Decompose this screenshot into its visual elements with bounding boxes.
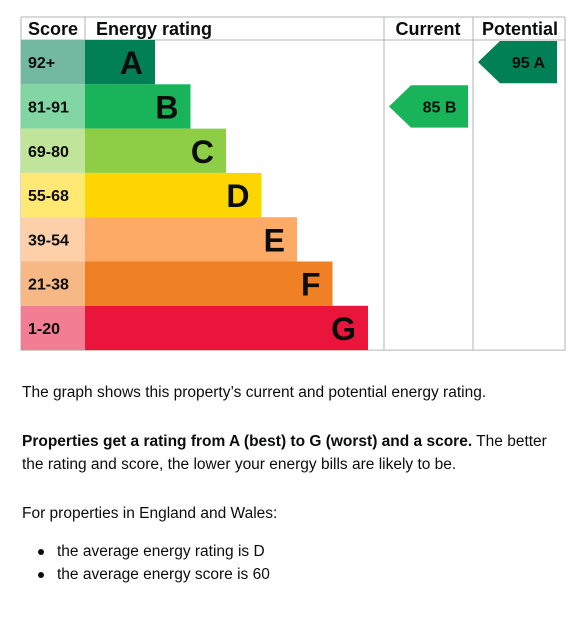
score-cell-d (21, 172, 85, 218)
potential-marker (478, 41, 557, 84)
rating-letter-c: C (191, 134, 214, 170)
rating-bar-b (85, 84, 191, 129)
rating-bands: 92+ A 81-91 B 69-80 C 55-68 D 39-54 E 21-38 F 1-20 G (21, 40, 368, 351)
score-range-d: 55-68 (28, 188, 69, 205)
score-range-a: 92+ (28, 55, 55, 72)
score-header: Score (28, 19, 78, 39)
rating-bar-c (85, 128, 226, 173)
rating-bar-f (85, 261, 333, 306)
energy-rating-chart: Score Energy rating Current Potential 92… (20, 16, 566, 351)
rating-letter-g: G (331, 311, 356, 347)
average-rating-item: the average energy rating is D (22, 540, 270, 563)
current-marker-label: 85 B (423, 99, 457, 116)
current-header: Current (395, 19, 460, 39)
potential-marker-label: 95 A (512, 55, 546, 72)
rating-bar-d (85, 172, 262, 218)
rating-letter-f: F (301, 267, 321, 303)
score-cell-e (21, 217, 85, 262)
score-cell-c (21, 128, 85, 173)
rating-explanation-bold: Properties get a rating from A (best) to… (22, 433, 473, 450)
potential-header: Potential (482, 19, 558, 39)
rating-bar-e (85, 217, 297, 262)
score-cell-f (21, 261, 85, 306)
energy-rating-header: Energy rating (96, 19, 212, 39)
intro-text: The graph shows this property’s current … (22, 384, 487, 401)
score-cell-g (21, 305, 85, 351)
score-cell-a (21, 40, 85, 85)
score-range-c: 69-80 (28, 144, 69, 161)
average-list: the average energy rating is D the avera… (22, 540, 270, 586)
score-range-f: 21-38 (28, 277, 69, 294)
rating-explanation: Properties get a rating from A (best) to… (22, 430, 567, 476)
average-score-item: the average energy score is 60 (22, 563, 270, 586)
rating-letter-e: E (264, 222, 285, 258)
score-cell-b (21, 84, 85, 129)
current-marker (389, 85, 468, 128)
region-text: For properties in England and Wales: (22, 505, 278, 522)
rating-letter-a: A (120, 45, 143, 81)
rating-markers: 85 B 95 A (389, 41, 557, 128)
score-range-b: 81-91 (28, 99, 69, 116)
rating-letter-b: B (155, 89, 178, 125)
score-range-g: 1-20 (28, 321, 60, 338)
score-range-e: 39-54 (28, 232, 69, 249)
rating-explanation-rest: The better the rating and score, the low… (22, 433, 547, 473)
rating-letter-d: D (226, 178, 249, 214)
rating-bar-a (85, 40, 155, 85)
rating-bar-g (85, 305, 368, 351)
